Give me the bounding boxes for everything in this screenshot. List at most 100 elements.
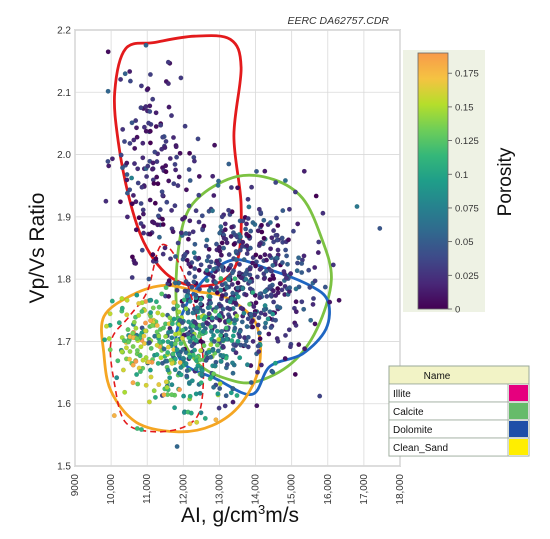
scatter-point [268,325,274,330]
colorbar-tick-label: 0.025 [455,271,479,282]
scatter-point [163,285,169,291]
scatter-point [232,325,238,331]
scatter-point [134,292,140,298]
scatter-point [218,358,224,364]
scatter-point [178,75,184,81]
scatter-point [229,270,235,276]
scatter-point [184,368,190,374]
scatter-point [181,297,187,303]
scatter-point [148,297,154,303]
scatter-point [169,382,175,388]
scatter-point [215,391,221,397]
scatter-point [147,128,153,134]
scatter-point [275,338,281,344]
scatter-point [220,344,226,350]
scatter-point [165,367,171,373]
scatter-point [141,341,147,346]
scatter-point [116,320,122,326]
scatter-point [263,268,269,274]
scatter-point [208,300,214,306]
scatter-point [215,182,221,188]
scatter-point [245,196,251,202]
scatter-point [191,158,197,164]
scatter-point [156,382,162,388]
scatter-point [172,356,178,362]
scatter-point [158,122,164,128]
scatter-point [196,192,202,198]
scatter-point [296,342,302,348]
scatter-point [147,72,153,77]
scatter-point [182,214,188,220]
scatter-point [199,371,205,377]
scatter-point [150,96,156,102]
scatter-point [173,144,179,150]
scatter-point [204,278,210,283]
scatter-point [293,322,299,328]
scatter-point [293,299,299,305]
scatter-point [149,166,155,172]
scatter-point [204,320,209,326]
scatter-point [269,235,275,241]
scatter-point [135,180,141,186]
scatter-point [226,207,232,213]
scatter-point [248,380,254,385]
scatter-point [136,312,142,318]
scatter-point [211,338,217,344]
scatter-point [134,336,140,342]
scatter-point [230,360,235,366]
scatter-point [187,178,193,183]
scatter-point [166,278,172,284]
scatter-point [151,220,157,226]
scatter-point [140,207,146,213]
scatter-point [106,163,112,169]
scatter-point [248,311,254,317]
scatter-point [137,369,143,375]
scatter-point [134,125,139,131]
scatter-point [219,282,225,288]
scatter-point [257,295,263,301]
scatter-point [273,317,279,323]
scatter-point [175,240,181,246]
scatter-point [133,325,139,331]
scatter-point [198,262,204,268]
scatter-point [127,187,133,193]
scatter-point [284,253,290,259]
scatter-point [169,360,175,366]
scatter-point [130,362,136,368]
scatter-point [185,331,191,337]
scatter-point [145,163,151,169]
y-tick-label: 2.0 [57,150,71,161]
scatter-point [137,353,143,359]
scatter-point [157,207,163,213]
scatter-point [160,134,166,140]
scatter-point [198,380,204,386]
scatter-point [151,388,157,394]
scatter-point [311,296,316,301]
scatter-point [243,271,249,277]
scatter-point [244,243,250,249]
scatter-point [299,299,305,305]
scatter-point [165,81,171,87]
scatter-point [233,300,239,306]
scatter-point [224,362,230,368]
scatter-point [224,285,230,291]
scatter-points [102,42,383,449]
scatter-point [132,145,138,151]
colorbar-tick-label: 0.075 [455,203,479,214]
scatter-point [172,161,178,167]
scatter-point [187,421,193,427]
legend-entry-label: Clean_Sand [393,443,448,454]
scatter-point [186,270,192,276]
scatter-point [129,254,135,260]
scatter-point [238,305,244,311]
scatter-point [188,410,194,416]
scatter-point [272,360,278,366]
scatter-point [209,315,215,321]
scatter-point [312,265,318,270]
scatter-point [218,276,224,281]
scatter-point [154,342,160,348]
scatter-point [190,229,196,235]
scatter-point [213,417,219,423]
scatter-point [229,338,235,344]
scatter-point [198,338,204,344]
